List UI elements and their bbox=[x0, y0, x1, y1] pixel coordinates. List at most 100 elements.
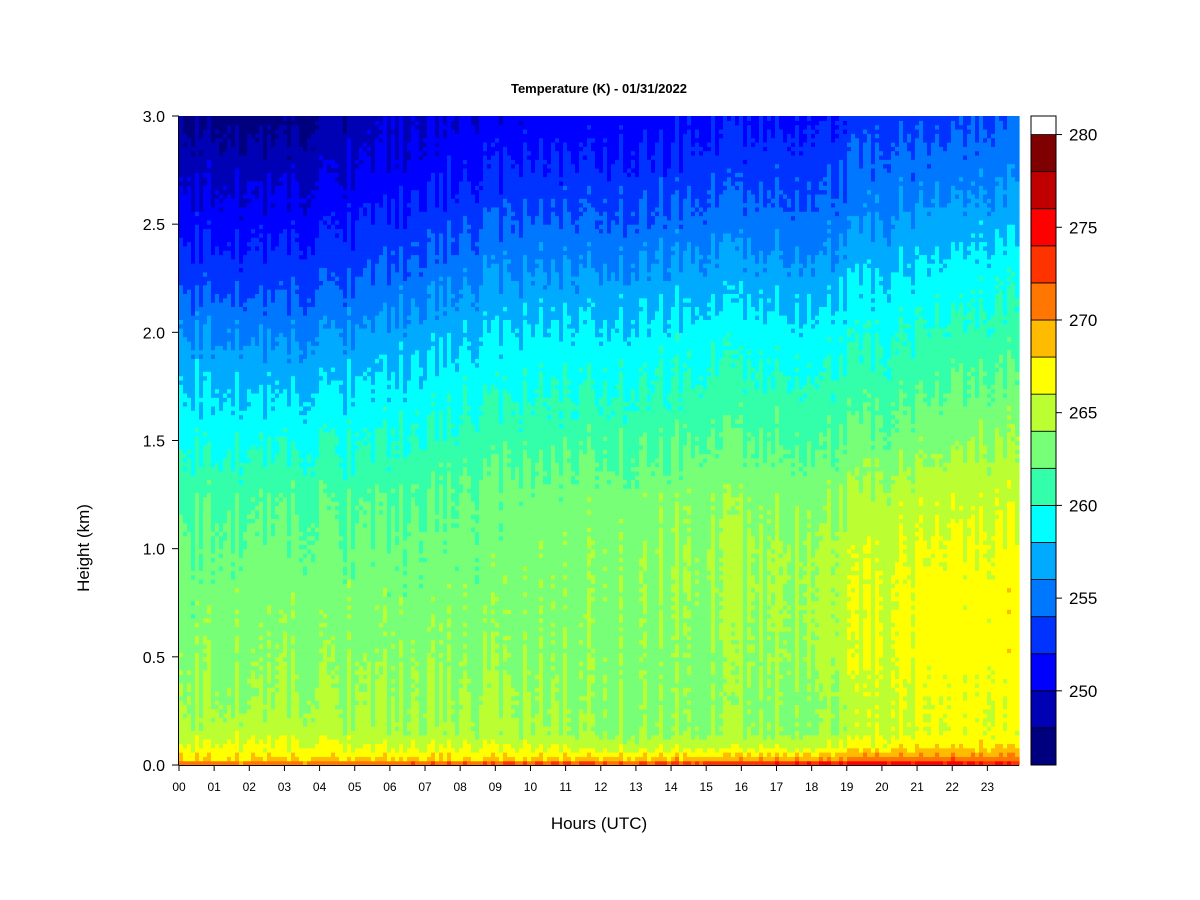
heatmap-cell bbox=[279, 591, 284, 597]
heatmap-cell bbox=[223, 388, 228, 394]
heatmap-cell bbox=[255, 141, 260, 147]
heatmap-cell bbox=[287, 401, 292, 407]
heatmap-cell bbox=[303, 133, 308, 139]
heatmap-cell bbox=[207, 120, 212, 126]
heatmap-cell bbox=[199, 362, 204, 368]
heatmap-cell bbox=[199, 518, 204, 524]
heatmap-cell bbox=[283, 518, 288, 524]
heatmap-cell bbox=[187, 726, 192, 731]
heatmap-cell bbox=[239, 548, 244, 554]
heatmap-cell bbox=[215, 436, 220, 442]
heatmap-cell bbox=[219, 665, 224, 671]
heatmap-cell bbox=[199, 531, 204, 537]
heatmap-cell bbox=[247, 622, 252, 628]
heatmap-cell bbox=[291, 453, 296, 459]
heatmap-cell bbox=[287, 479, 292, 485]
heatmap-cell bbox=[307, 583, 312, 589]
heatmap-cell bbox=[207, 501, 212, 506]
heatmap-cell bbox=[203, 691, 208, 697]
heatmap-cell bbox=[271, 163, 276, 169]
heatmap-cell bbox=[251, 224, 256, 230]
heatmap-cell bbox=[183, 215, 188, 221]
heatmap-cell bbox=[291, 211, 296, 217]
heatmap-cell bbox=[231, 609, 236, 615]
heatmap-cell bbox=[215, 613, 220, 619]
heatmap-cell bbox=[303, 245, 308, 251]
heatmap-cell bbox=[223, 345, 228, 351]
heatmap-cell bbox=[183, 505, 188, 511]
heatmap-cell bbox=[239, 323, 244, 329]
heatmap-cell bbox=[295, 570, 300, 576]
heatmap-cell bbox=[271, 570, 276, 576]
heatmap-cell bbox=[263, 137, 268, 143]
heatmap-cell bbox=[239, 237, 244, 243]
heatmap-cell bbox=[279, 453, 284, 459]
heatmap-cell bbox=[303, 691, 308, 697]
heatmap-cell bbox=[215, 116, 220, 121]
heatmap-cell bbox=[303, 704, 308, 710]
heatmap-cell bbox=[263, 752, 268, 757]
heatmap-cell bbox=[187, 405, 192, 411]
heatmap-cell bbox=[179, 535, 184, 541]
heatmap-cell bbox=[207, 336, 212, 342]
heatmap-cell bbox=[247, 133, 252, 139]
heatmap-cell bbox=[179, 730, 184, 736]
heatmap-cell bbox=[279, 483, 284, 489]
heatmap-cell bbox=[303, 366, 308, 372]
heatmap-cell bbox=[203, 254, 208, 260]
heatmap-cell bbox=[219, 687, 224, 693]
heatmap-cell bbox=[203, 224, 208, 230]
heatmap-cell bbox=[239, 116, 244, 121]
heatmap-cell bbox=[227, 241, 232, 247]
heatmap-cell bbox=[195, 488, 200, 494]
heatmap-cell bbox=[191, 397, 196, 403]
heatmap-cell bbox=[223, 479, 228, 485]
heatmap-cell bbox=[263, 704, 268, 710]
heatmap-cell bbox=[279, 141, 284, 147]
heatmap-cell bbox=[235, 328, 240, 333]
heatmap-cell bbox=[199, 371, 204, 377]
heatmap-cell bbox=[207, 574, 212, 580]
heatmap-cell bbox=[239, 509, 244, 515]
heatmap-cell bbox=[291, 691, 296, 697]
heatmap-cell bbox=[191, 596, 196, 602]
heatmap-cell bbox=[187, 133, 192, 139]
heatmap-cell bbox=[231, 704, 236, 710]
heatmap-cell bbox=[183, 198, 188, 204]
heatmap-cell bbox=[191, 180, 196, 186]
heatmap-cell bbox=[263, 436, 268, 442]
heatmap-cell bbox=[179, 315, 184, 320]
heatmap-cell bbox=[267, 163, 272, 169]
heatmap-cell bbox=[223, 297, 228, 303]
heatmap-cell bbox=[303, 617, 308, 623]
heatmap-cell bbox=[255, 475, 260, 481]
heatmap-cell bbox=[239, 384, 244, 390]
heatmap-cell bbox=[183, 449, 188, 455]
heatmap-cell bbox=[219, 730, 224, 736]
heatmap-cell bbox=[299, 691, 304, 697]
heatmap-cell bbox=[215, 665, 220, 671]
heatmap-cell bbox=[231, 436, 236, 442]
heatmap-cell bbox=[251, 639, 256, 645]
heatmap-cell bbox=[279, 557, 284, 563]
heatmap-cell bbox=[263, 254, 268, 260]
heatmap-cell bbox=[307, 315, 312, 320]
heatmap-cell bbox=[267, 617, 272, 623]
heatmap-cell bbox=[247, 453, 252, 459]
heatmap-cell bbox=[179, 587, 184, 593]
heatmap-cell bbox=[179, 726, 184, 731]
heatmap-cell bbox=[199, 501, 204, 506]
heatmap-cell bbox=[243, 414, 248, 420]
heatmap-cell bbox=[251, 470, 256, 476]
heatmap-cell bbox=[291, 470, 296, 476]
heatmap-cell bbox=[275, 280, 280, 286]
heatmap-cell bbox=[211, 496, 216, 502]
heatmap-cell bbox=[275, 263, 280, 269]
heatmap-cell bbox=[251, 241, 256, 247]
heatmap-cell bbox=[211, 193, 216, 199]
heatmap-cell bbox=[231, 141, 236, 147]
heatmap-cell bbox=[287, 648, 292, 654]
heatmap-cell bbox=[219, 180, 224, 186]
heatmap-cell bbox=[259, 237, 264, 243]
heatmap-cell bbox=[199, 146, 204, 152]
